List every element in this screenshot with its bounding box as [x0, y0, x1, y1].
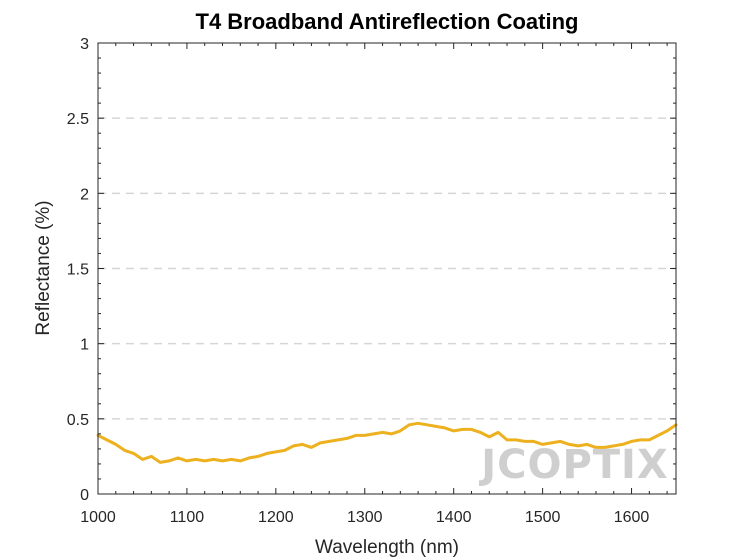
y-tick-label: 0 — [80, 487, 89, 504]
chart-title: T4 Broadband Antireflection Coating — [196, 9, 579, 34]
x-tick-label: 1300 — [347, 509, 383, 526]
x-tick-label: 1600 — [614, 509, 650, 526]
x-tick-label: 1400 — [436, 509, 472, 526]
x-tick-label: 1200 — [258, 509, 294, 526]
x-tick-label: 1500 — [525, 509, 561, 526]
x-tick-labels: 1000 1100 1200 1300 1400 1500 1600 — [80, 509, 649, 526]
ticks — [97, 42, 676, 495]
y-tick-label: 1 — [80, 337, 89, 354]
y-tick-label: 2.5 — [67, 111, 89, 128]
y-tick-label: 1.5 — [67, 262, 89, 279]
watermark-logo: JCOPTIX — [478, 442, 669, 488]
x-tick-label: 1100 — [170, 509, 205, 526]
x-tick-label: 1000 — [80, 509, 116, 526]
y-tick-label: 0.5 — [67, 412, 89, 429]
y-tick-label: 3 — [80, 36, 89, 53]
grid — [98, 117, 676, 420]
series-line — [96, 421, 678, 464]
y-tick-labels: 0 0.5 1 1.5 2 2.5 3 — [67, 36, 89, 504]
y-axis-label: Reflectance (%) — [33, 200, 54, 335]
x-axis-label: Wavelength (nm) — [315, 537, 459, 558]
y-tick-label: 2 — [80, 186, 89, 203]
series-layer — [96, 421, 678, 464]
